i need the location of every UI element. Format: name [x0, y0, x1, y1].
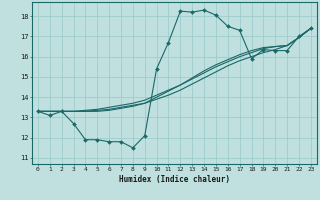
X-axis label: Humidex (Indice chaleur): Humidex (Indice chaleur) [119, 175, 230, 184]
